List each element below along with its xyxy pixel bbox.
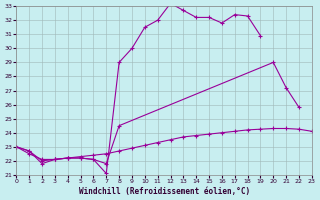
- X-axis label: Windchill (Refroidissement éolien,°C): Windchill (Refroidissement éolien,°C): [78, 187, 250, 196]
